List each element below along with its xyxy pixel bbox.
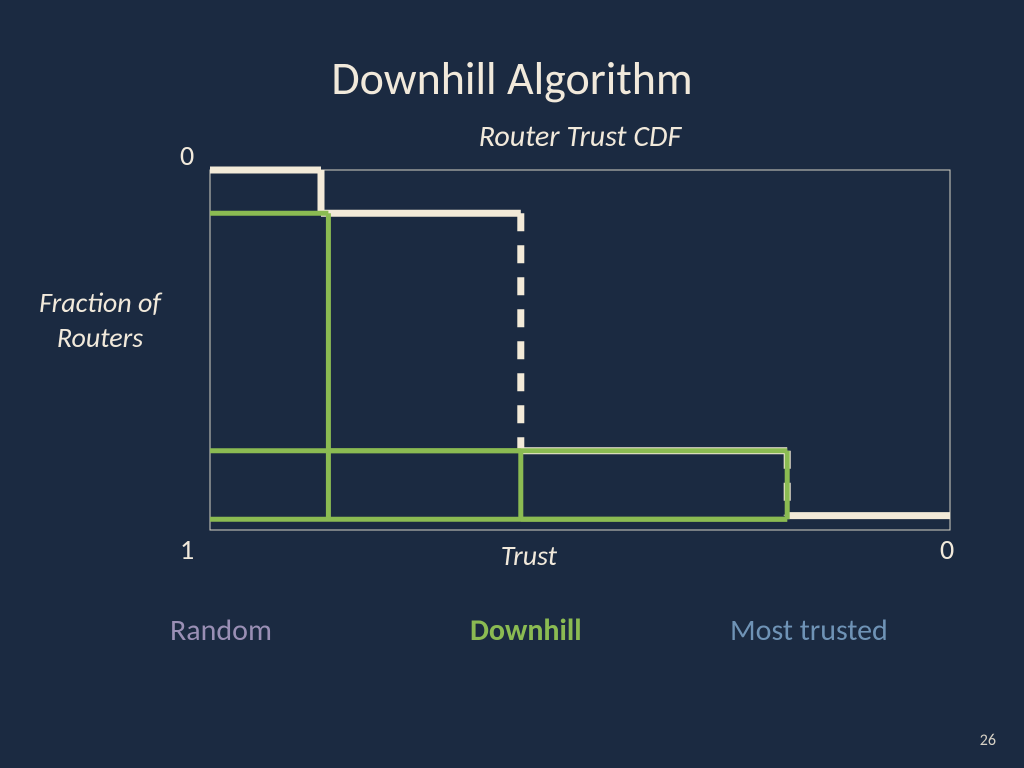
page-number: 26: [980, 731, 996, 750]
slide: Downhill Algorithm Router Trust CDF Frac…: [0, 0, 1024, 768]
legend-random: Random: [170, 612, 272, 649]
chart-plot: [0, 0, 1024, 768]
legend-most-trusted: Most trusted: [730, 612, 888, 649]
legend-downhill: Downhill: [470, 612, 582, 649]
